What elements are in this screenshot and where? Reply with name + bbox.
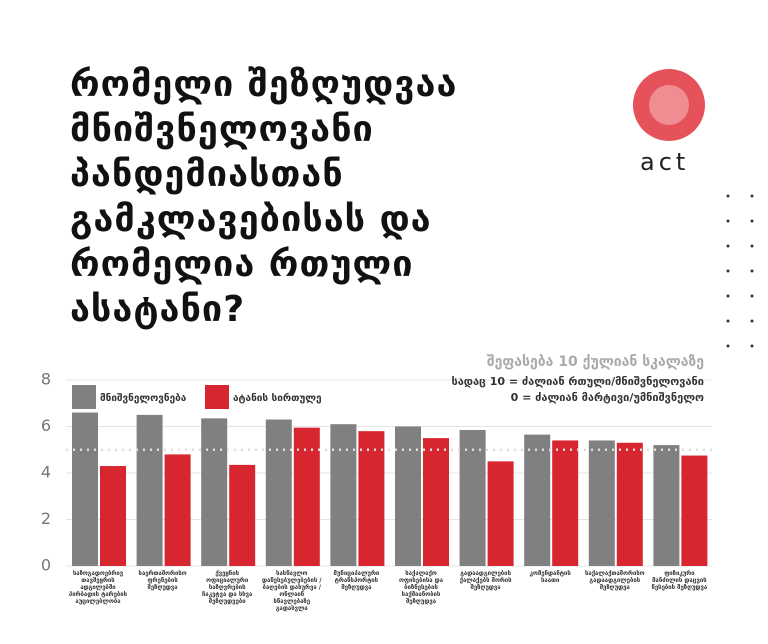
bar — [653, 445, 680, 566]
scale-note: შეფასება 10 ქულიან სკალაზე — [487, 354, 704, 370]
bar — [616, 442, 643, 566]
x-tick-label: საქალაქთაშორისო გადაადგილების შეზღუდვა — [584, 570, 645, 591]
x-tick-label: ფიზიკური მანძილის დაცვის წესების შეზღუდვ… — [651, 570, 708, 591]
bar — [293, 427, 320, 566]
scale-note: 0 = ძალიან მარტივი/უმნიშვნელო — [511, 391, 704, 404]
x-tick-label: კომენდანტის საათი — [529, 570, 571, 584]
x-tick-label: საერთაშორისო ფრენების შეზღუდვა — [138, 570, 187, 591]
bar — [164, 454, 191, 566]
bar — [552, 440, 579, 566]
logo-mark — [633, 69, 705, 141]
legend-swatch — [72, 385, 96, 409]
bar — [136, 414, 163, 566]
bar — [524, 434, 551, 566]
y-tick-label: 2 — [41, 509, 51, 528]
y-tick-label: 6 — [41, 416, 51, 435]
x-tick-label: მუნიციპალური ტრანსპორტის შეზღუდვა — [333, 570, 380, 591]
x-tick-label: სასწავლო დაწესებულებების / ბაღების დახურ… — [262, 570, 322, 612]
scale-note: სადაც 10 = ძალიან რთული/მნიშვნელოვანი — [451, 375, 704, 388]
x-tick-label: საქალაქო ოფისებისა და ბიზნესების საქმიან… — [398, 570, 444, 605]
legend-label: მნიშვნელოვნება — [100, 392, 187, 404]
bar — [229, 464, 256, 566]
legend-swatch — [205, 385, 229, 409]
x-tick-label: გადაადგილების ქალაქებს შორის შეზღუდვა — [459, 570, 512, 591]
title: რომელი შეზღუდვაა მნიშვნელოვანი პანდემიას… — [70, 64, 458, 330]
bar — [681, 455, 708, 566]
logo-mark — [649, 85, 689, 125]
decor-dots — [726, 194, 754, 348]
bar — [423, 438, 449, 566]
bar — [459, 429, 486, 566]
bar — [330, 424, 357, 566]
y-tick-label: 0 — [41, 556, 51, 575]
x-tick-label: ქვეყნის ოფიციალური საზღვრების ჩაკეტვა და… — [202, 570, 253, 605]
x-tick-label: საზოგადოებრივ თავშეყრის ადგილებში პირბად… — [68, 570, 128, 605]
bar — [487, 461, 514, 566]
bar — [588, 440, 615, 566]
bar — [201, 418, 228, 566]
brand: act — [640, 148, 690, 176]
bar — [100, 466, 126, 566]
legend-label: ატანის სირთულე — [233, 392, 322, 404]
y-tick-label: 8 — [41, 370, 51, 389]
y-tick-label: 4 — [41, 463, 51, 482]
bar — [265, 419, 292, 566]
bar — [358, 431, 385, 566]
bar — [395, 426, 421, 566]
bar — [72, 412, 98, 566]
